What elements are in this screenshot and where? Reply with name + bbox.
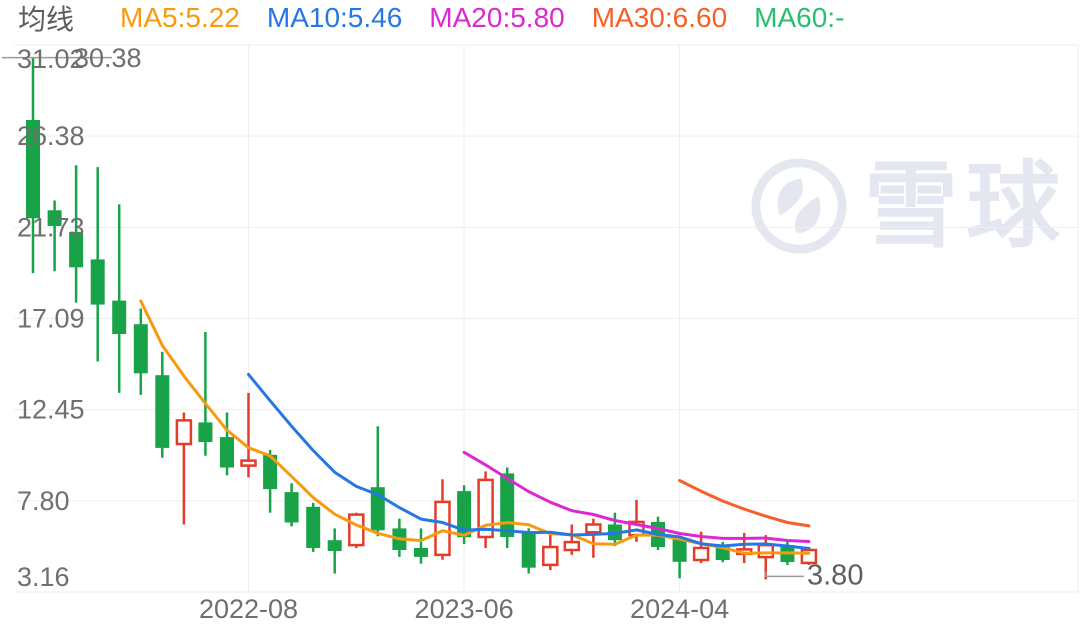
legend-item-ma60[interactable]: MA60:- — [754, 2, 845, 33]
candle-down — [414, 548, 428, 557]
legend-item-ma30[interactable]: MA30:6.60 — [591, 2, 728, 33]
xueqiu-logo-icon — [751, 158, 847, 254]
legend-item-ma10[interactable]: MA10:5.46 — [266, 2, 403, 33]
x-axis-label: 2022-08 — [199, 594, 298, 624]
candle-down — [47, 210, 62, 226]
legend-item-ma5[interactable]: MA5:5.22 — [120, 2, 240, 33]
candle-down — [521, 532, 536, 568]
low-marker-label: 3.80 — [807, 559, 863, 591]
candle-up — [175, 419, 193, 446]
ma-line-ma10 — [247, 372, 811, 550]
ma-line-ma5 — [139, 299, 811, 555]
ma-line-ma30 — [678, 479, 811, 528]
candle-down — [284, 492, 299, 523]
low-marker-line — [765, 571, 804, 578]
candle-up — [542, 545, 559, 567]
candle-up — [563, 540, 581, 552]
y-axis-label: 7.80 — [17, 486, 70, 516]
candle-up — [477, 478, 494, 539]
x-axis-label: 2023-06 — [415, 594, 514, 624]
candle-down — [457, 491, 472, 538]
candle-down — [327, 540, 342, 551]
candle-down — [26, 120, 40, 219]
x-axis-label: 2024-04 — [630, 594, 729, 624]
y-axis-label: 17.09 — [17, 304, 85, 334]
candle-up — [585, 523, 602, 534]
candle-up — [348, 513, 365, 547]
candle-down — [112, 300, 127, 334]
y-axis-label: 31.02 — [17, 44, 85, 74]
candle-down — [306, 506, 321, 548]
candle-down — [133, 324, 148, 374]
candle-up — [692, 546, 710, 562]
y-axis-label: 21.73 — [17, 212, 85, 242]
candle-up — [434, 500, 451, 557]
legend-item-ma20[interactable]: MA20:5.80 — [429, 2, 565, 33]
candle-down — [263, 454, 278, 490]
candle-down — [715, 547, 730, 560]
candle-down — [500, 473, 515, 537]
candle-up — [240, 459, 257, 467]
candle-down — [155, 375, 170, 448]
candle-up — [757, 543, 775, 559]
watermark-text: 雪球 — [864, 153, 1069, 258]
y-axis-label: 3.16 — [17, 562, 70, 592]
candle-down — [220, 437, 234, 468]
high-marker-label: 30.38 — [74, 43, 142, 73]
xueqiu-watermark: 雪球 — [750, 157, 1068, 255]
candle-down — [90, 259, 105, 305]
ma-legend-title: 均线 — [18, 4, 75, 35]
candle-down — [672, 538, 687, 562]
candle-down — [69, 231, 84, 268]
ma-legend: 均线 MA5:5.22 MA10:5.46 MA20:5.80 MA30:6.6… — [18, 2, 871, 35]
ma-line-ma20 — [462, 450, 811, 543]
candle-down — [198, 422, 213, 442]
y-axis-label: 26.38 — [17, 121, 85, 151]
y-axis-label: 12.45 — [17, 395, 85, 425]
